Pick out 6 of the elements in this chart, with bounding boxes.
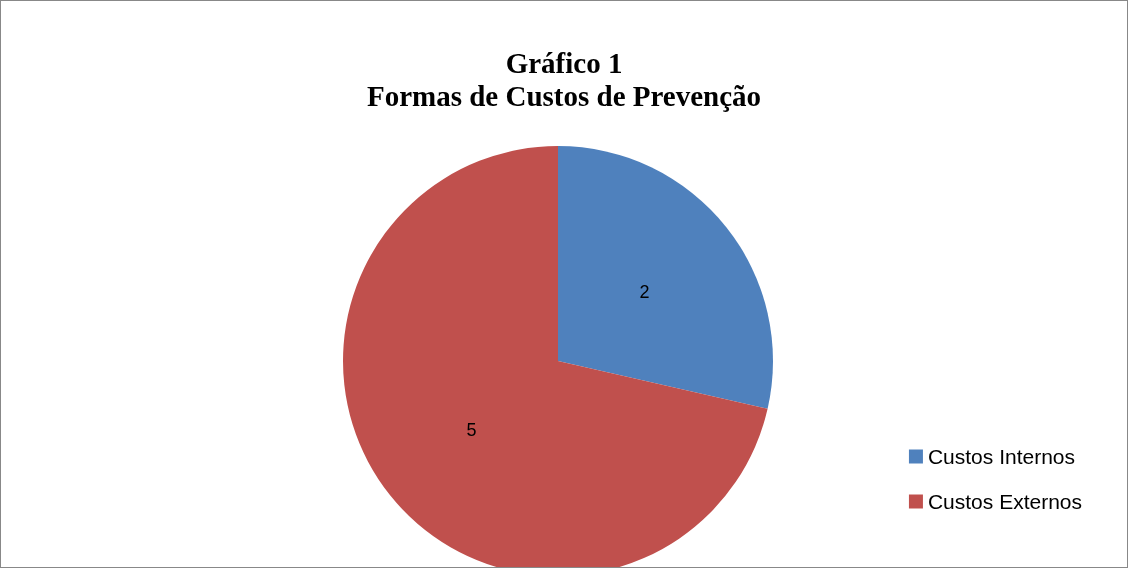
chart-subtitle: Formas de Custos de Prevenção <box>366 79 762 112</box>
chart-title: Gráfico 1 <box>505 46 623 79</box>
legend-label: Custos Internos <box>927 445 1076 468</box>
legend-label: Custos Externos <box>927 490 1083 513</box>
data-label: 2 <box>639 282 650 303</box>
data-label: 5 <box>466 419 477 440</box>
